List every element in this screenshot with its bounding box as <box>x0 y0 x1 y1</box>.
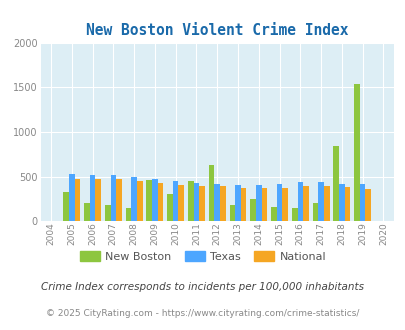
Bar <box>167 194 173 221</box>
Bar <box>157 183 163 221</box>
Bar <box>276 184 281 221</box>
Bar <box>323 186 329 221</box>
Bar <box>303 186 308 221</box>
Bar <box>178 184 183 221</box>
Bar <box>234 185 240 221</box>
Bar <box>229 205 234 221</box>
Bar <box>110 175 116 221</box>
Bar <box>354 84 359 221</box>
Bar <box>152 179 157 221</box>
Bar <box>297 182 303 221</box>
Text: Crime Index corresponds to incidents per 100,000 inhabitants: Crime Index corresponds to incidents per… <box>41 282 364 292</box>
Bar <box>359 184 364 221</box>
Bar <box>136 181 142 221</box>
Bar <box>220 186 225 221</box>
Bar <box>84 203 90 221</box>
Bar <box>104 205 110 221</box>
Bar <box>146 180 152 221</box>
Bar <box>250 199 255 221</box>
Bar <box>271 207 276 221</box>
Bar <box>63 192 69 221</box>
Bar <box>69 174 75 221</box>
Text: © 2025 CityRating.com - https://www.cityrating.com/crime-statistics/: © 2025 CityRating.com - https://www.city… <box>46 309 359 318</box>
Bar <box>291 208 297 221</box>
Bar <box>344 187 350 221</box>
Bar <box>312 203 318 221</box>
Bar <box>318 182 323 221</box>
Bar <box>214 184 220 221</box>
Bar <box>240 188 246 221</box>
Bar <box>364 188 370 221</box>
Bar <box>116 179 121 221</box>
Bar <box>173 181 178 221</box>
Bar <box>95 179 101 221</box>
Bar <box>126 208 131 221</box>
Bar <box>338 184 344 221</box>
Bar <box>333 146 338 221</box>
Title: New Boston Violent Crime Index: New Boston Violent Crime Index <box>86 22 347 38</box>
Bar <box>199 186 205 221</box>
Legend: New Boston, Texas, National: New Boston, Texas, National <box>75 247 330 266</box>
Bar <box>188 181 193 221</box>
Bar <box>261 188 266 221</box>
Bar <box>90 175 95 221</box>
Bar <box>208 165 214 221</box>
Bar <box>75 179 80 221</box>
Bar <box>193 183 199 221</box>
Bar <box>281 188 287 221</box>
Bar <box>131 177 136 221</box>
Bar <box>255 184 261 221</box>
